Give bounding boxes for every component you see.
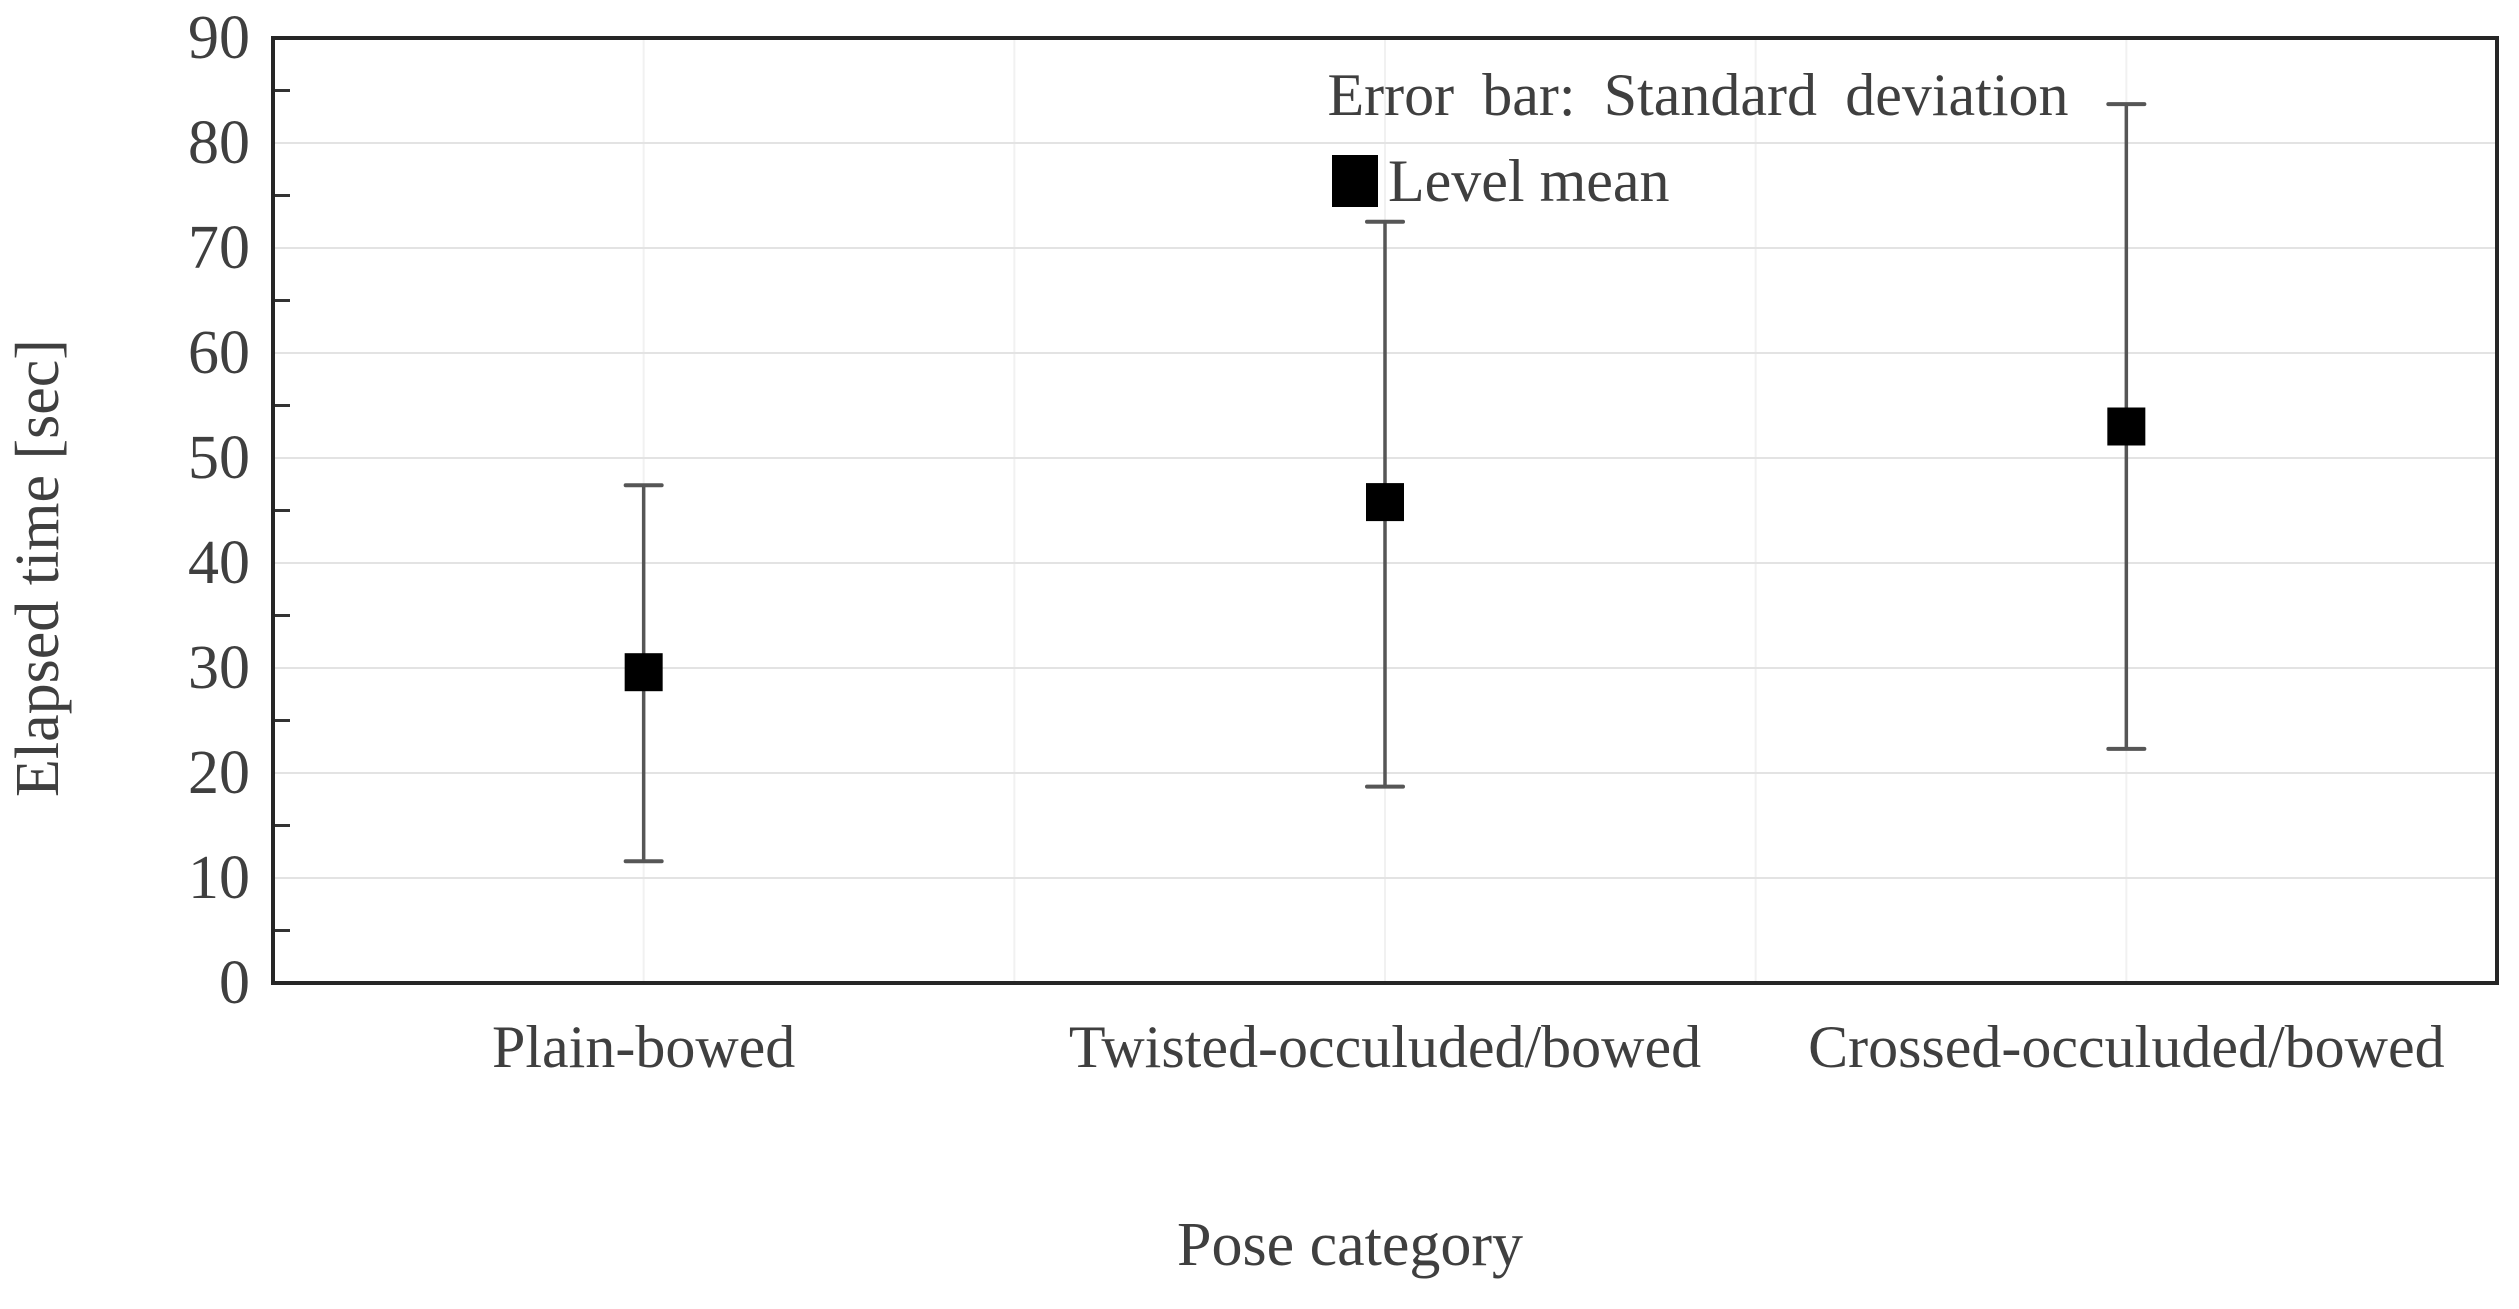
y-tick-label: 10 xyxy=(188,844,250,912)
plot-border xyxy=(271,36,2499,985)
legend-label: Level mean xyxy=(1388,148,1670,214)
x-category-label: Twisted-occuluded/bowed xyxy=(1068,1014,1702,1080)
y-tick-label: 50 xyxy=(188,424,250,492)
x-category-label: Crossed-occuluded/bowed xyxy=(1808,1014,2445,1080)
level-mean-marker xyxy=(1366,483,1404,522)
x-axis-title: Pose category xyxy=(1176,1211,1524,1279)
y-tick-label: 20 xyxy=(188,739,250,807)
y-axis-title: Elapsed time [sec] xyxy=(4,338,72,797)
y-tick-label: 80 xyxy=(188,109,250,177)
level-mean-marker-icon xyxy=(1332,155,1378,207)
y-tick-label: 30 xyxy=(188,634,250,702)
y-tick-label: 90 xyxy=(188,4,250,72)
y-tick-label: 70 xyxy=(188,214,250,282)
level-mean-marker xyxy=(624,653,663,692)
y-tick-label: 0 xyxy=(219,949,250,1017)
level-mean-marker xyxy=(2107,407,2146,446)
legend: Level mean xyxy=(1332,146,1670,216)
x-category-label: Plain-bowed xyxy=(492,1014,796,1080)
y-tick-label: 60 xyxy=(188,319,250,387)
y-tick-label: 40 xyxy=(188,529,250,597)
errorbar-annotation: Error bar: Standard deviation xyxy=(1327,62,2069,128)
